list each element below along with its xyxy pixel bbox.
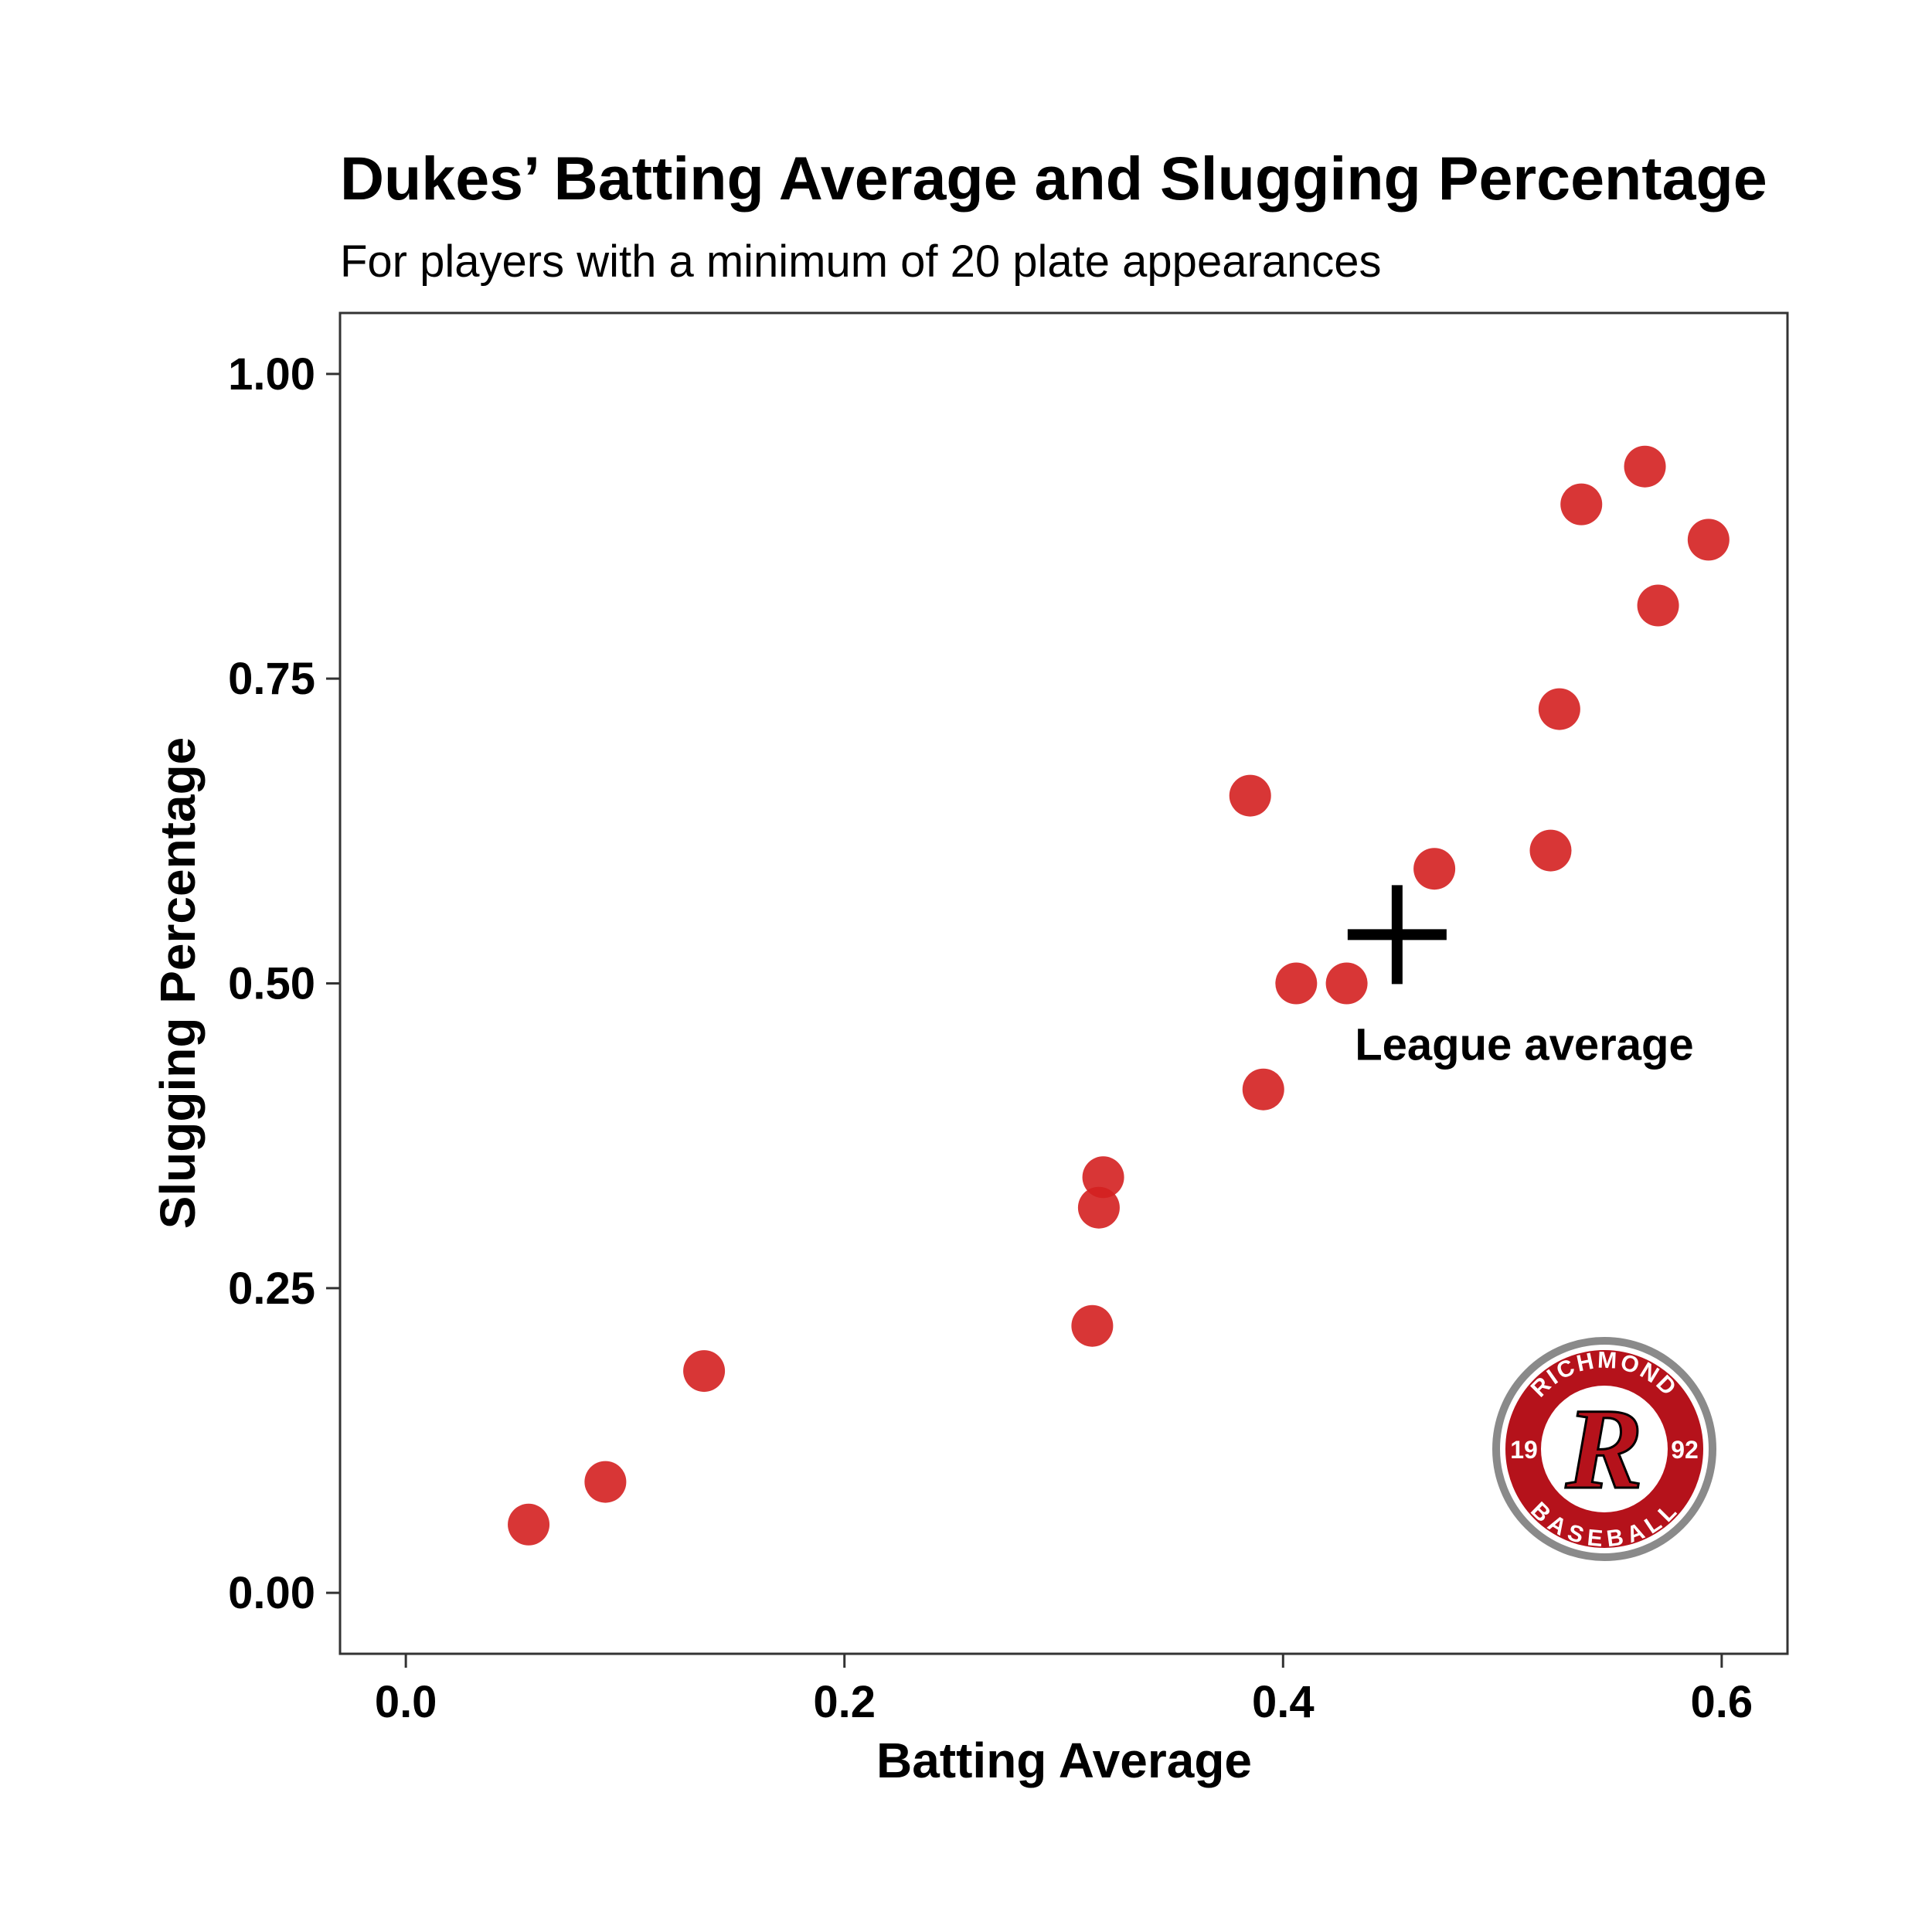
data-points bbox=[508, 445, 1730, 1546]
data-point bbox=[1637, 584, 1679, 627]
data-point bbox=[1275, 962, 1318, 1005]
data-point bbox=[1560, 483, 1603, 526]
data-point bbox=[508, 1503, 550, 1546]
data-point bbox=[584, 1461, 627, 1503]
y-tick-label: 1.00 bbox=[228, 349, 315, 400]
data-point bbox=[1077, 1186, 1120, 1229]
x-axis-title: Batting Average bbox=[876, 1733, 1252, 1788]
data-point bbox=[1529, 829, 1572, 872]
logo-year-left: 19 bbox=[1510, 1436, 1538, 1464]
annotations: League average bbox=[1347, 885, 1694, 1070]
x-tick-label: 0.6 bbox=[1691, 1677, 1753, 1727]
x-tick-label: 0.4 bbox=[1252, 1677, 1315, 1727]
league-average-marker bbox=[1347, 885, 1447, 985]
data-point bbox=[1413, 848, 1456, 890]
data-point bbox=[683, 1350, 726, 1393]
y-tick-label: 0.50 bbox=[228, 959, 315, 1009]
logo-inner-circle bbox=[1541, 1386, 1668, 1512]
chart-title: Dukes’ Batting Average and Slugging Perc… bbox=[340, 144, 1767, 213]
logo-year-right: 92 bbox=[1671, 1436, 1699, 1464]
y-tick-label: 0.75 bbox=[228, 654, 315, 704]
league-average-label: League average bbox=[1355, 1019, 1693, 1070]
y-axis: 0.00 0.25 0.50 0.75 1.00 bbox=[228, 349, 340, 1618]
y-tick-label: 0.25 bbox=[228, 1264, 315, 1314]
y-axis-title: Slugging Percentage bbox=[150, 737, 206, 1230]
y-tick-label: 0.00 bbox=[228, 1568, 315, 1618]
x-axis: 0.0 0.2 0.4 0.6 bbox=[375, 1654, 1753, 1727]
data-point bbox=[1687, 519, 1730, 561]
data-point bbox=[1229, 774, 1271, 817]
data-point bbox=[1325, 962, 1368, 1005]
x-tick-label: 0.0 bbox=[375, 1677, 437, 1727]
chart-subtitle: For players with a minimum of 20 plate a… bbox=[340, 236, 1382, 287]
data-point bbox=[1538, 688, 1580, 730]
data-point bbox=[1242, 1068, 1284, 1111]
x-tick-label: 0.2 bbox=[813, 1677, 876, 1727]
logo-r-letter: R bbox=[1565, 1385, 1643, 1513]
data-point bbox=[1082, 1156, 1124, 1199]
data-point bbox=[1071, 1304, 1114, 1347]
data-point bbox=[1624, 445, 1666, 488]
